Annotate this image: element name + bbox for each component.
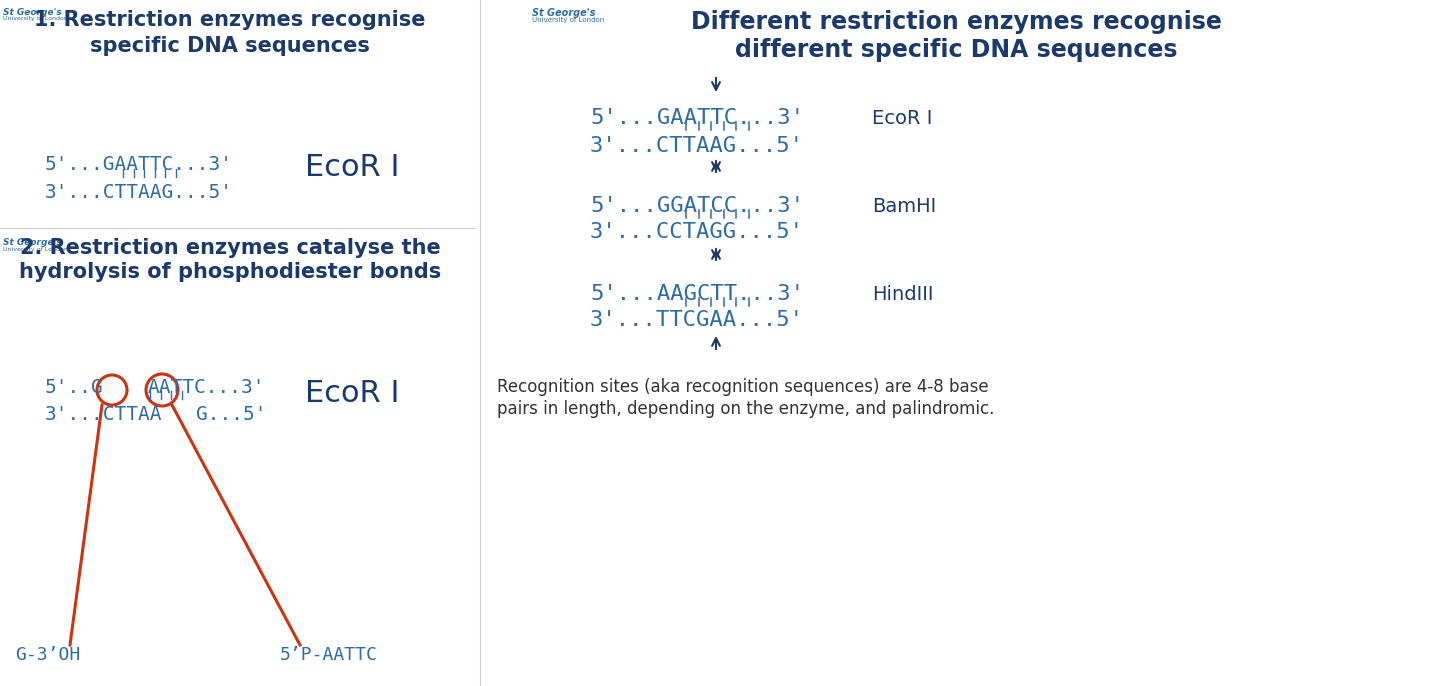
Text: St George's: St George's bbox=[3, 238, 62, 247]
Text: 5'...AAGCTT...3': 5'...AAGCTT...3' bbox=[590, 284, 803, 304]
Text: St George's: St George's bbox=[533, 8, 596, 18]
Text: EcoR I: EcoR I bbox=[872, 108, 932, 128]
Text: 5’P-AATTC: 5’P-AATTC bbox=[281, 646, 378, 664]
Text: G...5': G...5' bbox=[196, 405, 266, 424]
Text: 3'...CTTAAG...5': 3'...CTTAAG...5' bbox=[44, 183, 233, 202]
Text: BamHI: BamHI bbox=[872, 196, 937, 215]
Text: Recognition sites (aka recognition sequences) are 4-8 base: Recognition sites (aka recognition seque… bbox=[497, 378, 988, 396]
Text: 2. Restriction enzymes catalyse the: 2. Restriction enzymes catalyse the bbox=[20, 238, 441, 258]
Text: 3'...CTTAAG...5': 3'...CTTAAG...5' bbox=[590, 136, 803, 156]
Text: University of London: University of London bbox=[3, 16, 67, 21]
Text: St George's: St George's bbox=[3, 8, 62, 17]
Text: EcoR I: EcoR I bbox=[305, 379, 400, 407]
Text: 5'...GAATTC...3': 5'...GAATTC...3' bbox=[44, 155, 233, 174]
Text: pairs in length, depending on the enzyme, and palindromic.: pairs in length, depending on the enzyme… bbox=[497, 400, 994, 418]
Text: HindIII: HindIII bbox=[872, 285, 934, 303]
Text: 3'...CTTAA: 3'...CTTAA bbox=[44, 405, 162, 424]
Text: hydrolysis of phosphodiester bonds: hydrolysis of phosphodiester bonds bbox=[19, 262, 441, 282]
Text: Different restriction enzymes recognise: Different restriction enzymes recognise bbox=[690, 10, 1221, 34]
Text: 5'...GGATCC...3': 5'...GGATCC...3' bbox=[590, 196, 803, 216]
Text: 5'...GAATTC...3': 5'...GAATTC...3' bbox=[590, 108, 803, 128]
Text: 1. Restriction enzymes recognise: 1. Restriction enzymes recognise bbox=[34, 10, 425, 30]
Text: University of London: University of London bbox=[533, 17, 604, 23]
Text: University of London: University of London bbox=[3, 247, 67, 252]
Text: 3'...CCTAGG...5': 3'...CCTAGG...5' bbox=[590, 222, 803, 242]
Text: different specific DNA sequences: different specific DNA sequences bbox=[735, 38, 1177, 62]
Text: 5'..G: 5'..G bbox=[44, 378, 103, 397]
Text: 3'...TTCGAA...5': 3'...TTCGAA...5' bbox=[590, 310, 803, 330]
Text: AATTC...3': AATTC...3' bbox=[147, 378, 265, 397]
Text: specific DNA sequences: specific DNA sequences bbox=[90, 36, 369, 56]
Text: EcoR I: EcoR I bbox=[305, 154, 400, 182]
Text: G-3’OH: G-3’OH bbox=[14, 646, 80, 664]
